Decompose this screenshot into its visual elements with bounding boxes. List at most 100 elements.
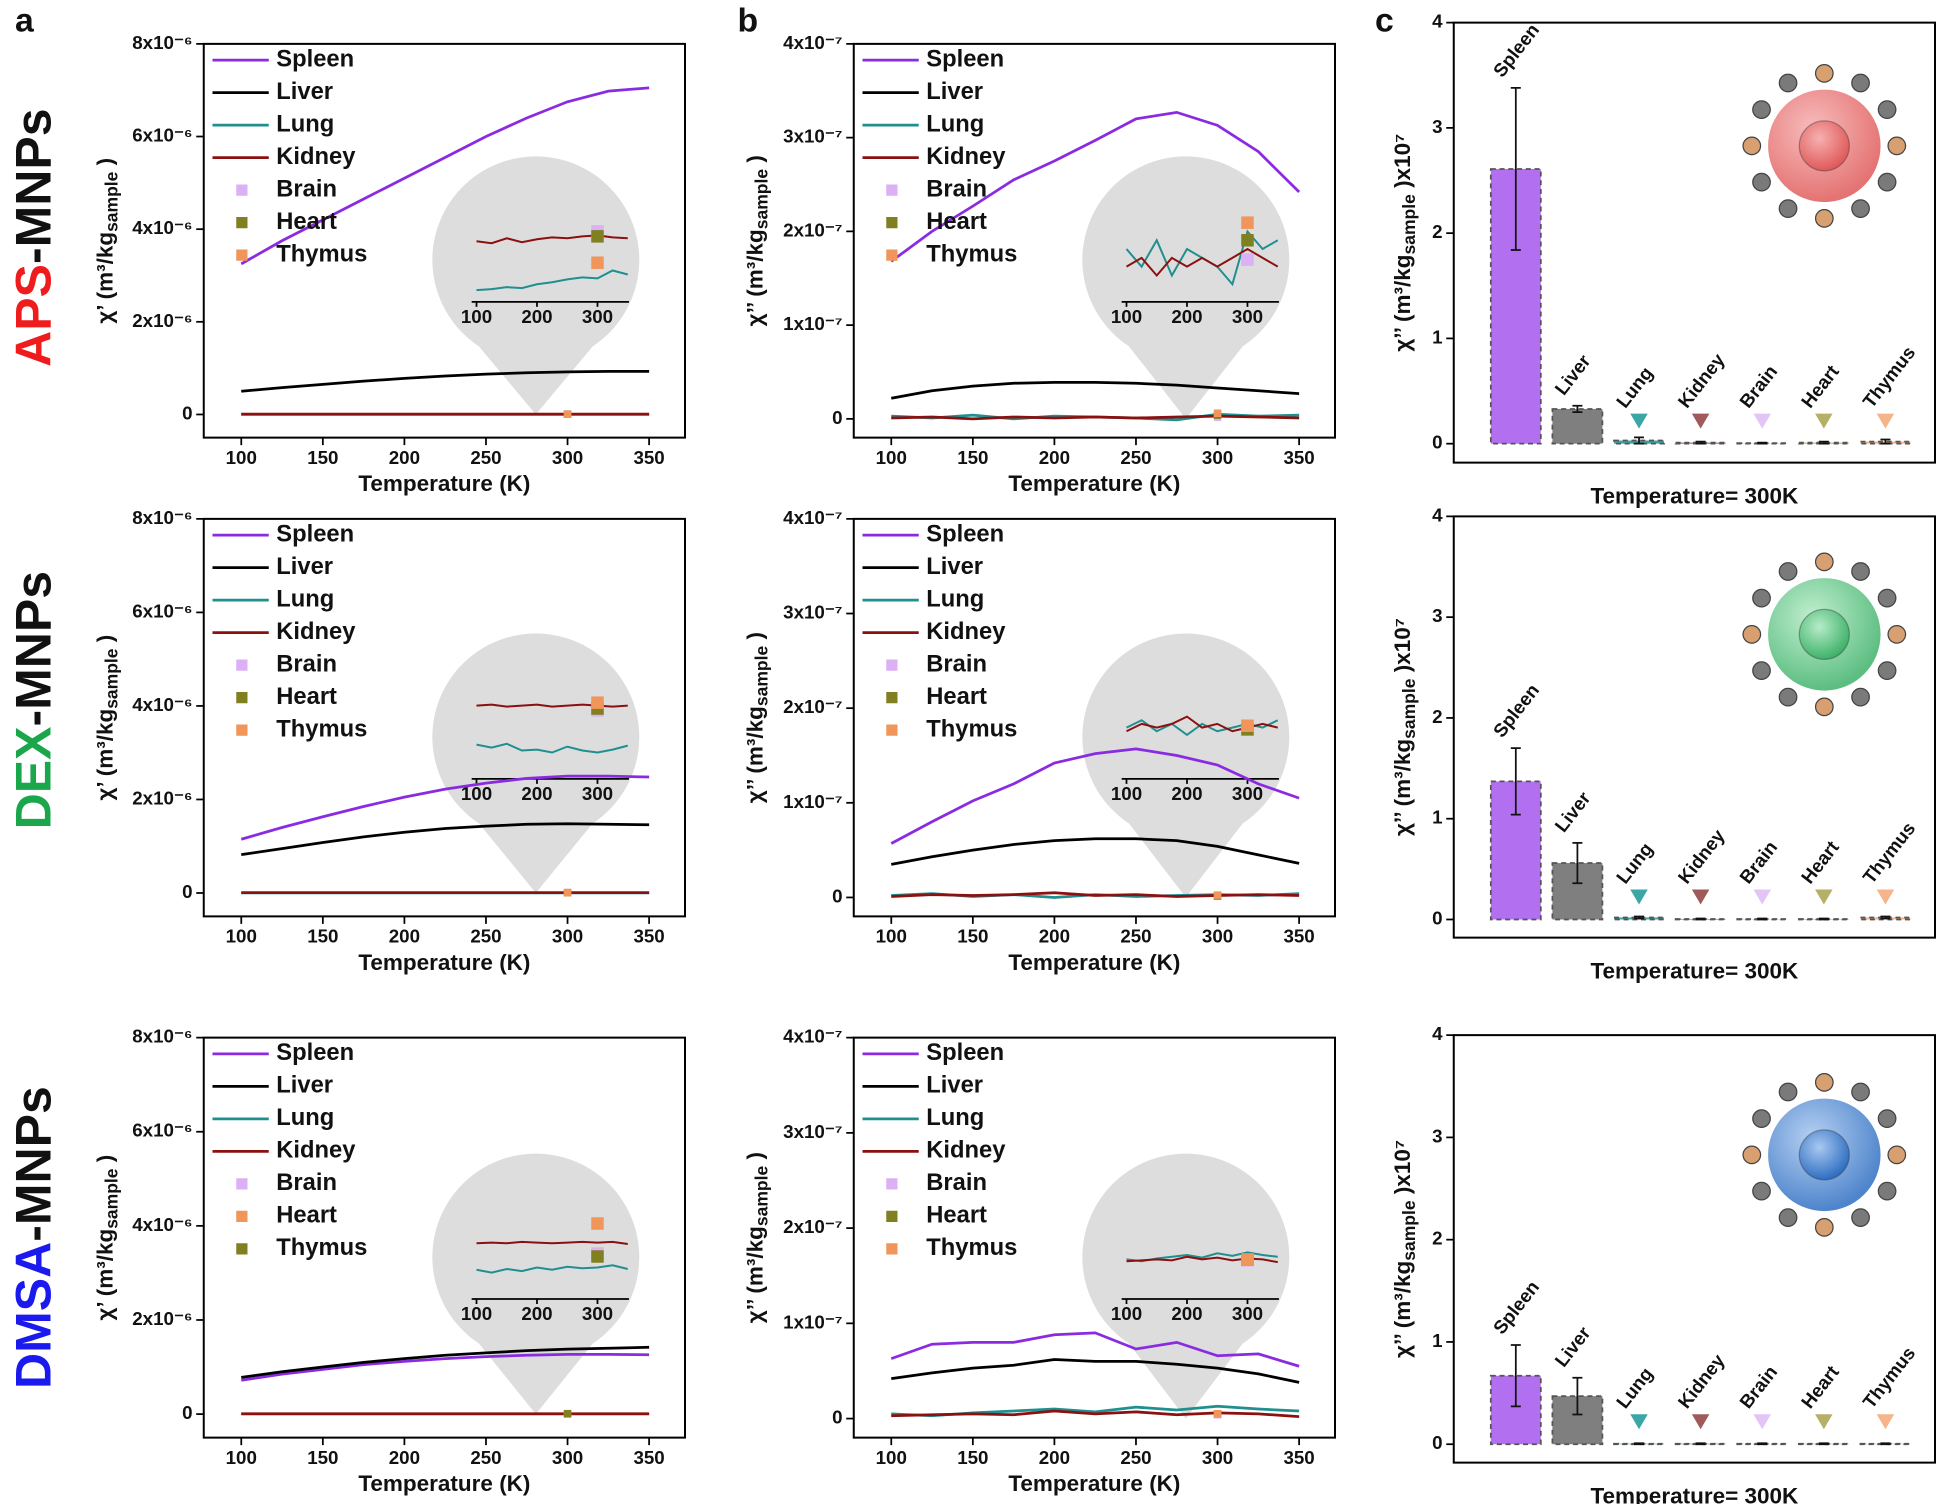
legend-label: Spleen xyxy=(926,520,1004,547)
ligand xyxy=(1742,136,1762,156)
error-bar xyxy=(1510,1344,1521,1408)
error-bar xyxy=(1634,915,1645,920)
particle-core xyxy=(1798,608,1850,660)
ligand xyxy=(1752,1181,1771,1201)
y-tick-label: 2x10⁻⁷ xyxy=(783,219,842,240)
error-bar xyxy=(1757,917,1768,921)
ligand xyxy=(1814,1072,1834,1092)
bar-category-label: Liver xyxy=(1550,350,1595,399)
legend-label: Brain xyxy=(276,1169,337,1196)
y-axis-title: χ’’ (m³/kgsample )x10⁷ xyxy=(1390,134,1419,352)
y-tick-label: 2x10⁻⁷ xyxy=(783,696,842,717)
y-axis-title: χ’’ (m³/kgsample ) xyxy=(742,1152,771,1323)
inset-x-tick-label: 200 xyxy=(1171,1303,1202,1324)
legend-label: Spleen xyxy=(276,1039,354,1066)
ligand xyxy=(1877,588,1897,608)
bar-category-label: Brain xyxy=(1735,361,1781,412)
inset-bubble xyxy=(432,633,640,893)
y-tick-label: 6x10⁻⁶ xyxy=(132,1120,192,1141)
series-point xyxy=(1213,1410,1222,1418)
inset-point xyxy=(591,696,604,709)
bar-marker xyxy=(1815,889,1833,905)
y-tick-label: 2x10⁻⁷ xyxy=(783,1216,842,1237)
error-bar xyxy=(1572,404,1583,413)
ligand xyxy=(1851,73,1870,93)
x-axis-title: Temperature (K) xyxy=(358,1471,530,1496)
x-tick-label: 250 xyxy=(470,447,501,468)
inset-x-tick-label: 100 xyxy=(461,783,492,804)
legend-label: Kidney xyxy=(926,1137,1006,1164)
bar-marker xyxy=(1753,413,1771,429)
legend-label: Brain xyxy=(926,175,987,202)
x-tick-label: 350 xyxy=(1283,926,1314,947)
inset-x-tick-label: 100 xyxy=(1111,783,1142,804)
bar-category-label: Brain xyxy=(1735,837,1781,888)
bar-category-label: Liver xyxy=(1550,1322,1595,1371)
legend-marker xyxy=(236,724,248,736)
bar-category-label: Spleen xyxy=(1489,1277,1543,1338)
inset-line xyxy=(476,269,629,292)
particle-core xyxy=(1798,120,1850,172)
y-tick-label: 4x10⁻⁷ xyxy=(783,32,842,53)
y-axis-title: χ’ (m³/kgsample ) xyxy=(92,635,121,801)
y-tick-label: 8x10⁻⁶ xyxy=(132,507,192,528)
series-line xyxy=(891,1358,1300,1384)
inset-x-tick-label: 200 xyxy=(1171,783,1202,804)
legend-label: Spleen xyxy=(276,520,354,547)
legend-label: Heart xyxy=(276,208,337,235)
y-axis-title-part: ) xyxy=(742,632,767,646)
inset-line xyxy=(1125,247,1279,278)
legend-marker xyxy=(886,692,898,704)
x-tick-label: 300 xyxy=(1202,447,1233,468)
y-axis-title-part: sample xyxy=(101,1168,121,1229)
bar-marker xyxy=(1815,1414,1833,1430)
y-axis-title-part: χ’ (m³/kg xyxy=(92,1229,117,1321)
ligand xyxy=(1778,1208,1798,1227)
inset-point xyxy=(1241,253,1254,266)
x-tick-label: 250 xyxy=(1120,926,1151,947)
y-tick-label: 8x10⁻⁶ xyxy=(132,1026,192,1047)
y-axis-title: χ’’ (m³/kgsample ) xyxy=(742,155,771,326)
y-tick-label: 4 xyxy=(1432,1023,1443,1044)
error-bar xyxy=(1510,87,1521,251)
ligand xyxy=(1752,588,1771,608)
y-axis-title-part: χ’’ (m³/kg xyxy=(1390,1261,1415,1358)
panel-letter: c xyxy=(1375,2,1394,40)
inset-x-tick-label: 100 xyxy=(461,306,492,327)
y-tick-label: 1x10⁻⁷ xyxy=(783,791,842,812)
ligand xyxy=(1814,552,1834,572)
y-tick-label: 6x10⁻⁶ xyxy=(132,124,192,145)
ligand xyxy=(1887,136,1907,156)
row-label: APS-MNPs xyxy=(6,108,62,366)
inset-x-tick-label: 100 xyxy=(461,1303,492,1324)
legend-label: Kidney xyxy=(276,618,356,645)
y-tick-label: 4x10⁻⁷ xyxy=(783,507,842,528)
x-tick-label: 350 xyxy=(1283,1447,1314,1468)
y-axis-title: χ’ (m³/kgsample ) xyxy=(92,158,121,324)
x-tick-label: 200 xyxy=(1039,926,1070,947)
x-axis-title: Temperature= 300K xyxy=(1590,484,1799,509)
y-tick-label: 0 xyxy=(832,407,842,428)
error-bar xyxy=(1510,747,1521,816)
ligand xyxy=(1877,172,1897,192)
y-tick-label: 1 xyxy=(1432,1330,1442,1351)
bar-category-label: Lung xyxy=(1612,838,1657,887)
y-tick-label: 3x10⁻⁷ xyxy=(783,601,842,622)
ligand xyxy=(1778,73,1798,93)
inset-point xyxy=(1241,719,1254,733)
plot-frame xyxy=(202,42,686,439)
x-tick-label: 100 xyxy=(876,1447,907,1468)
ligand xyxy=(1887,624,1907,644)
error-bar xyxy=(1572,1376,1583,1416)
error-bar xyxy=(1695,440,1706,445)
bar-category-label: Kidney xyxy=(1674,349,1729,412)
ligand xyxy=(1814,697,1834,717)
x-tick-label: 100 xyxy=(876,926,907,947)
legend-label: Thymus xyxy=(926,715,1017,742)
legend-label: Kidney xyxy=(276,1137,356,1164)
y-tick-label: 8x10⁻⁶ xyxy=(132,32,192,53)
ligand xyxy=(1877,1181,1897,1201)
legend-label: Liver xyxy=(276,553,333,580)
x-tick-label: 200 xyxy=(389,1447,420,1468)
legend-label: Thymus xyxy=(276,240,367,267)
